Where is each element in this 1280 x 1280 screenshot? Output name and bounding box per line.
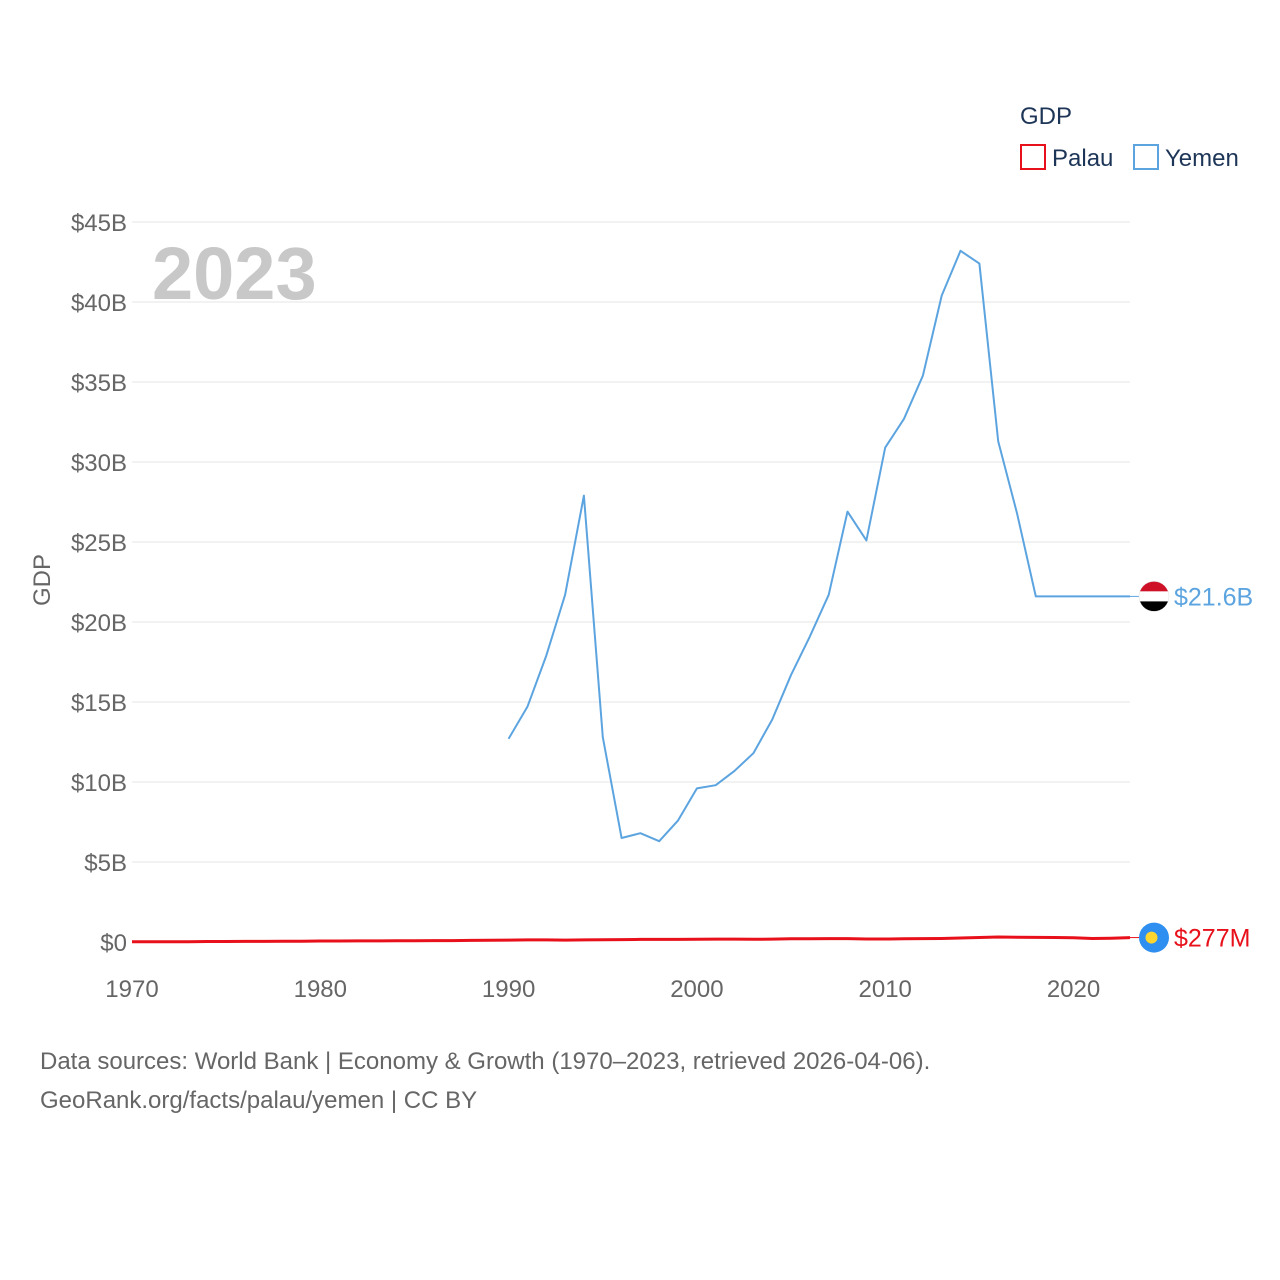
y-tick-label: $35B bbox=[71, 370, 127, 397]
footer: Data sources: World Bank | Economy & Gro… bbox=[40, 1042, 930, 1120]
legend: GDP Palau Yemen bbox=[1020, 103, 1239, 172]
legend-swatch bbox=[1020, 144, 1046, 170]
y-tick-label: $25B bbox=[71, 530, 127, 557]
x-tick-label: 1970 bbox=[105, 976, 158, 1003]
gdp-line-chart: $0 $5B $10B $15B $20B $25B $30B $35B $40B $45B 19… bbox=[29, 103, 1253, 1003]
data-sources-text: Data sources: World Bank | Economy & Gro… bbox=[40, 1048, 931, 1075]
x-tick-label: 2000 bbox=[670, 976, 723, 1003]
x-tick-label: 2010 bbox=[859, 976, 912, 1003]
y-tick-label: $20B bbox=[71, 610, 127, 637]
grid-lines bbox=[132, 221, 1130, 863]
yemen-flag-icon bbox=[1138, 581, 1170, 612]
y-tick-label: $10B bbox=[71, 770, 127, 797]
y-tick-label: $15B bbox=[71, 690, 127, 717]
legend-label: Yemen bbox=[1165, 145, 1239, 172]
legend-item-palau[interactable]: Palau bbox=[1020, 144, 1113, 172]
end-markers: $277M $21.6B bbox=[1130, 581, 1253, 953]
credit-text: GeoRank.org/facts/palau/yemen | CC BY bbox=[40, 1087, 478, 1114]
x-tick-label: 1990 bbox=[482, 976, 535, 1003]
legend-item-yemen[interactable]: Yemen bbox=[1133, 144, 1239, 172]
y-axis-title: GDP bbox=[29, 554, 56, 606]
y-tick-label: $0 bbox=[100, 930, 127, 957]
series-line-yemen bbox=[507, 249, 1130, 843]
x-axis-ticks: 1970 1980 1990 2000 2010 2020 bbox=[105, 976, 1100, 1003]
year-label: 2023 bbox=[152, 232, 317, 315]
y-tick-label: $40B bbox=[71, 290, 127, 317]
series-line-palau bbox=[132, 935, 1131, 944]
legend-swatch bbox=[1133, 144, 1159, 170]
series-lines bbox=[132, 249, 1131, 944]
legend-title: GDP bbox=[1020, 103, 1072, 130]
x-tick-label: 1980 bbox=[294, 976, 347, 1003]
y-tick-label: $30B bbox=[71, 450, 127, 477]
end-value-label-yemen: $21.6B bbox=[1174, 583, 1253, 611]
x-tick-label: 2020 bbox=[1047, 976, 1100, 1003]
y-tick-label: $5B bbox=[84, 850, 127, 877]
y-tick-label: $45B bbox=[71, 210, 127, 237]
palau-flag-icon bbox=[1139, 922, 1169, 953]
legend-label: Palau bbox=[1052, 145, 1113, 172]
end-value-label-palau: $277M bbox=[1174, 925, 1250, 953]
y-axis-ticks: $0 $5B $10B $15B $20B $25B $30B $35B $40B $45B bbox=[71, 210, 127, 957]
